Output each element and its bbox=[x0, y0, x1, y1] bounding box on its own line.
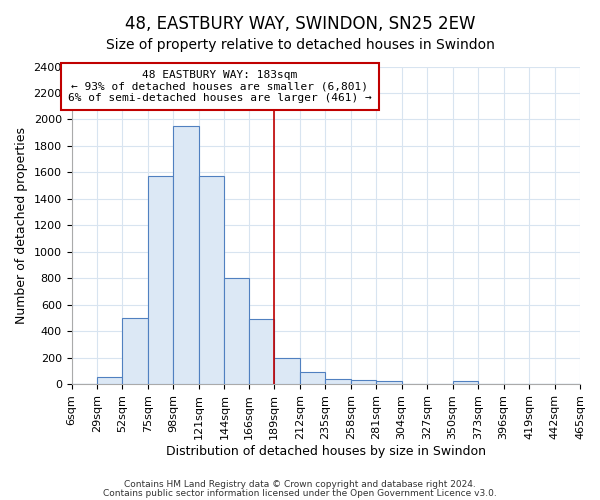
Bar bbox=[199, 176, 224, 384]
X-axis label: Distribution of detached houses by size in Swindon: Distribution of detached houses by size … bbox=[166, 444, 486, 458]
Bar bbox=[97, 378, 122, 384]
Text: 48, EASTBURY WAY, SWINDON, SN25 2EW: 48, EASTBURY WAY, SWINDON, SN25 2EW bbox=[125, 15, 475, 33]
Text: Contains HM Land Registry data © Crown copyright and database right 2024.: Contains HM Land Registry data © Crown c… bbox=[124, 480, 476, 489]
Text: Size of property relative to detached houses in Swindon: Size of property relative to detached ho… bbox=[106, 38, 494, 52]
Bar bbox=[350, 380, 376, 384]
Text: Contains public sector information licensed under the Open Government Licence v3: Contains public sector information licen… bbox=[103, 488, 497, 498]
Bar bbox=[452, 382, 478, 384]
Bar bbox=[249, 320, 274, 384]
Bar bbox=[122, 318, 148, 384]
Y-axis label: Number of detached properties: Number of detached properties bbox=[15, 127, 28, 324]
Bar bbox=[173, 126, 199, 384]
Text: 48 EASTBURY WAY: 183sqm
← 93% of detached houses are smaller (6,801)
6% of semi-: 48 EASTBURY WAY: 183sqm ← 93% of detache… bbox=[68, 70, 372, 103]
Bar bbox=[224, 278, 249, 384]
Bar bbox=[274, 358, 300, 384]
Bar bbox=[325, 380, 350, 384]
Bar bbox=[148, 176, 173, 384]
Bar bbox=[300, 372, 325, 384]
Bar bbox=[376, 381, 401, 384]
